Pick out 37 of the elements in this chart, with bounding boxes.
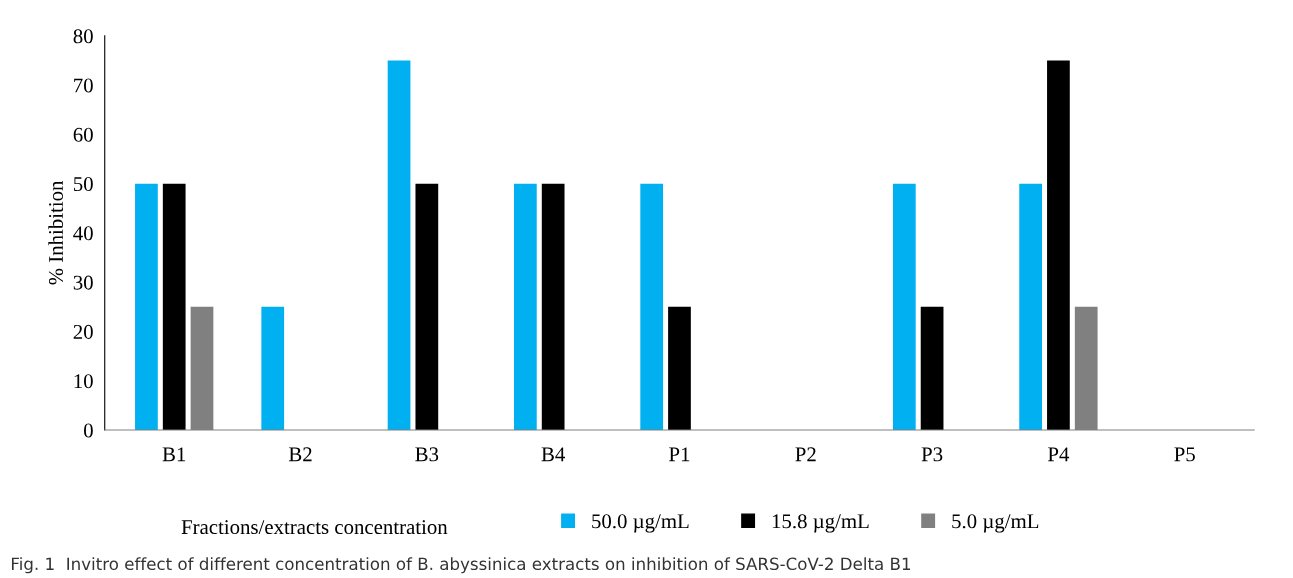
y-tick-label: 70: [74, 78, 93, 93]
y-tick-label: 0: [84, 423, 93, 438]
legend-label: 15.8 µg/mL: [772, 514, 869, 533]
x-tick-label: P5: [1174, 447, 1195, 462]
y-tick-label: 40: [73, 226, 93, 241]
x-tick-label: B3: [415, 447, 439, 462]
y-axis-title: % Inhibition: [48, 180, 64, 285]
x-axis-title: Fractions/extracts concentration: [181, 520, 448, 535]
x-tick-label: P2: [795, 447, 816, 462]
x-tick-label: B1: [162, 447, 186, 462]
x-tick-label: P3: [921, 447, 943, 462]
bar: [135, 183, 158, 431]
bar: [514, 183, 537, 431]
bar: [541, 183, 565, 431]
y-tick-label: 80: [73, 29, 93, 44]
y-tick-label: 10: [74, 374, 93, 389]
bar: [892, 183, 916, 431]
bar: [1047, 60, 1070, 431]
y-tick-label: 20: [73, 324, 93, 339]
bar: [668, 306, 691, 431]
bar: [415, 183, 439, 431]
y-tick-label: 30: [73, 275, 93, 290]
x-tick-label: B2: [288, 447, 312, 462]
y-tick-label: 60: [73, 127, 93, 142]
x-tick-label: B4: [541, 447, 565, 462]
bar: [162, 183, 186, 431]
caption: Fig. 1 Invitro effect of different concentration of B. abyssinica extracts on inhibition of SARS-CoV-2 Delta B1: [11, 557, 911, 574]
bar: [387, 60, 411, 431]
x-tick-label: P4: [1048, 447, 1070, 462]
bar: [1019, 183, 1042, 431]
y-tick-label: 50: [74, 177, 93, 192]
legend-label: 5.0 µg/mL: [952, 514, 1039, 533]
legend-label: 50.0 µg/mL: [592, 514, 689, 533]
x-tick-label: P1: [669, 447, 690, 462]
bar: [261, 306, 285, 431]
bar: [640, 183, 664, 431]
bar: [920, 306, 944, 431]
